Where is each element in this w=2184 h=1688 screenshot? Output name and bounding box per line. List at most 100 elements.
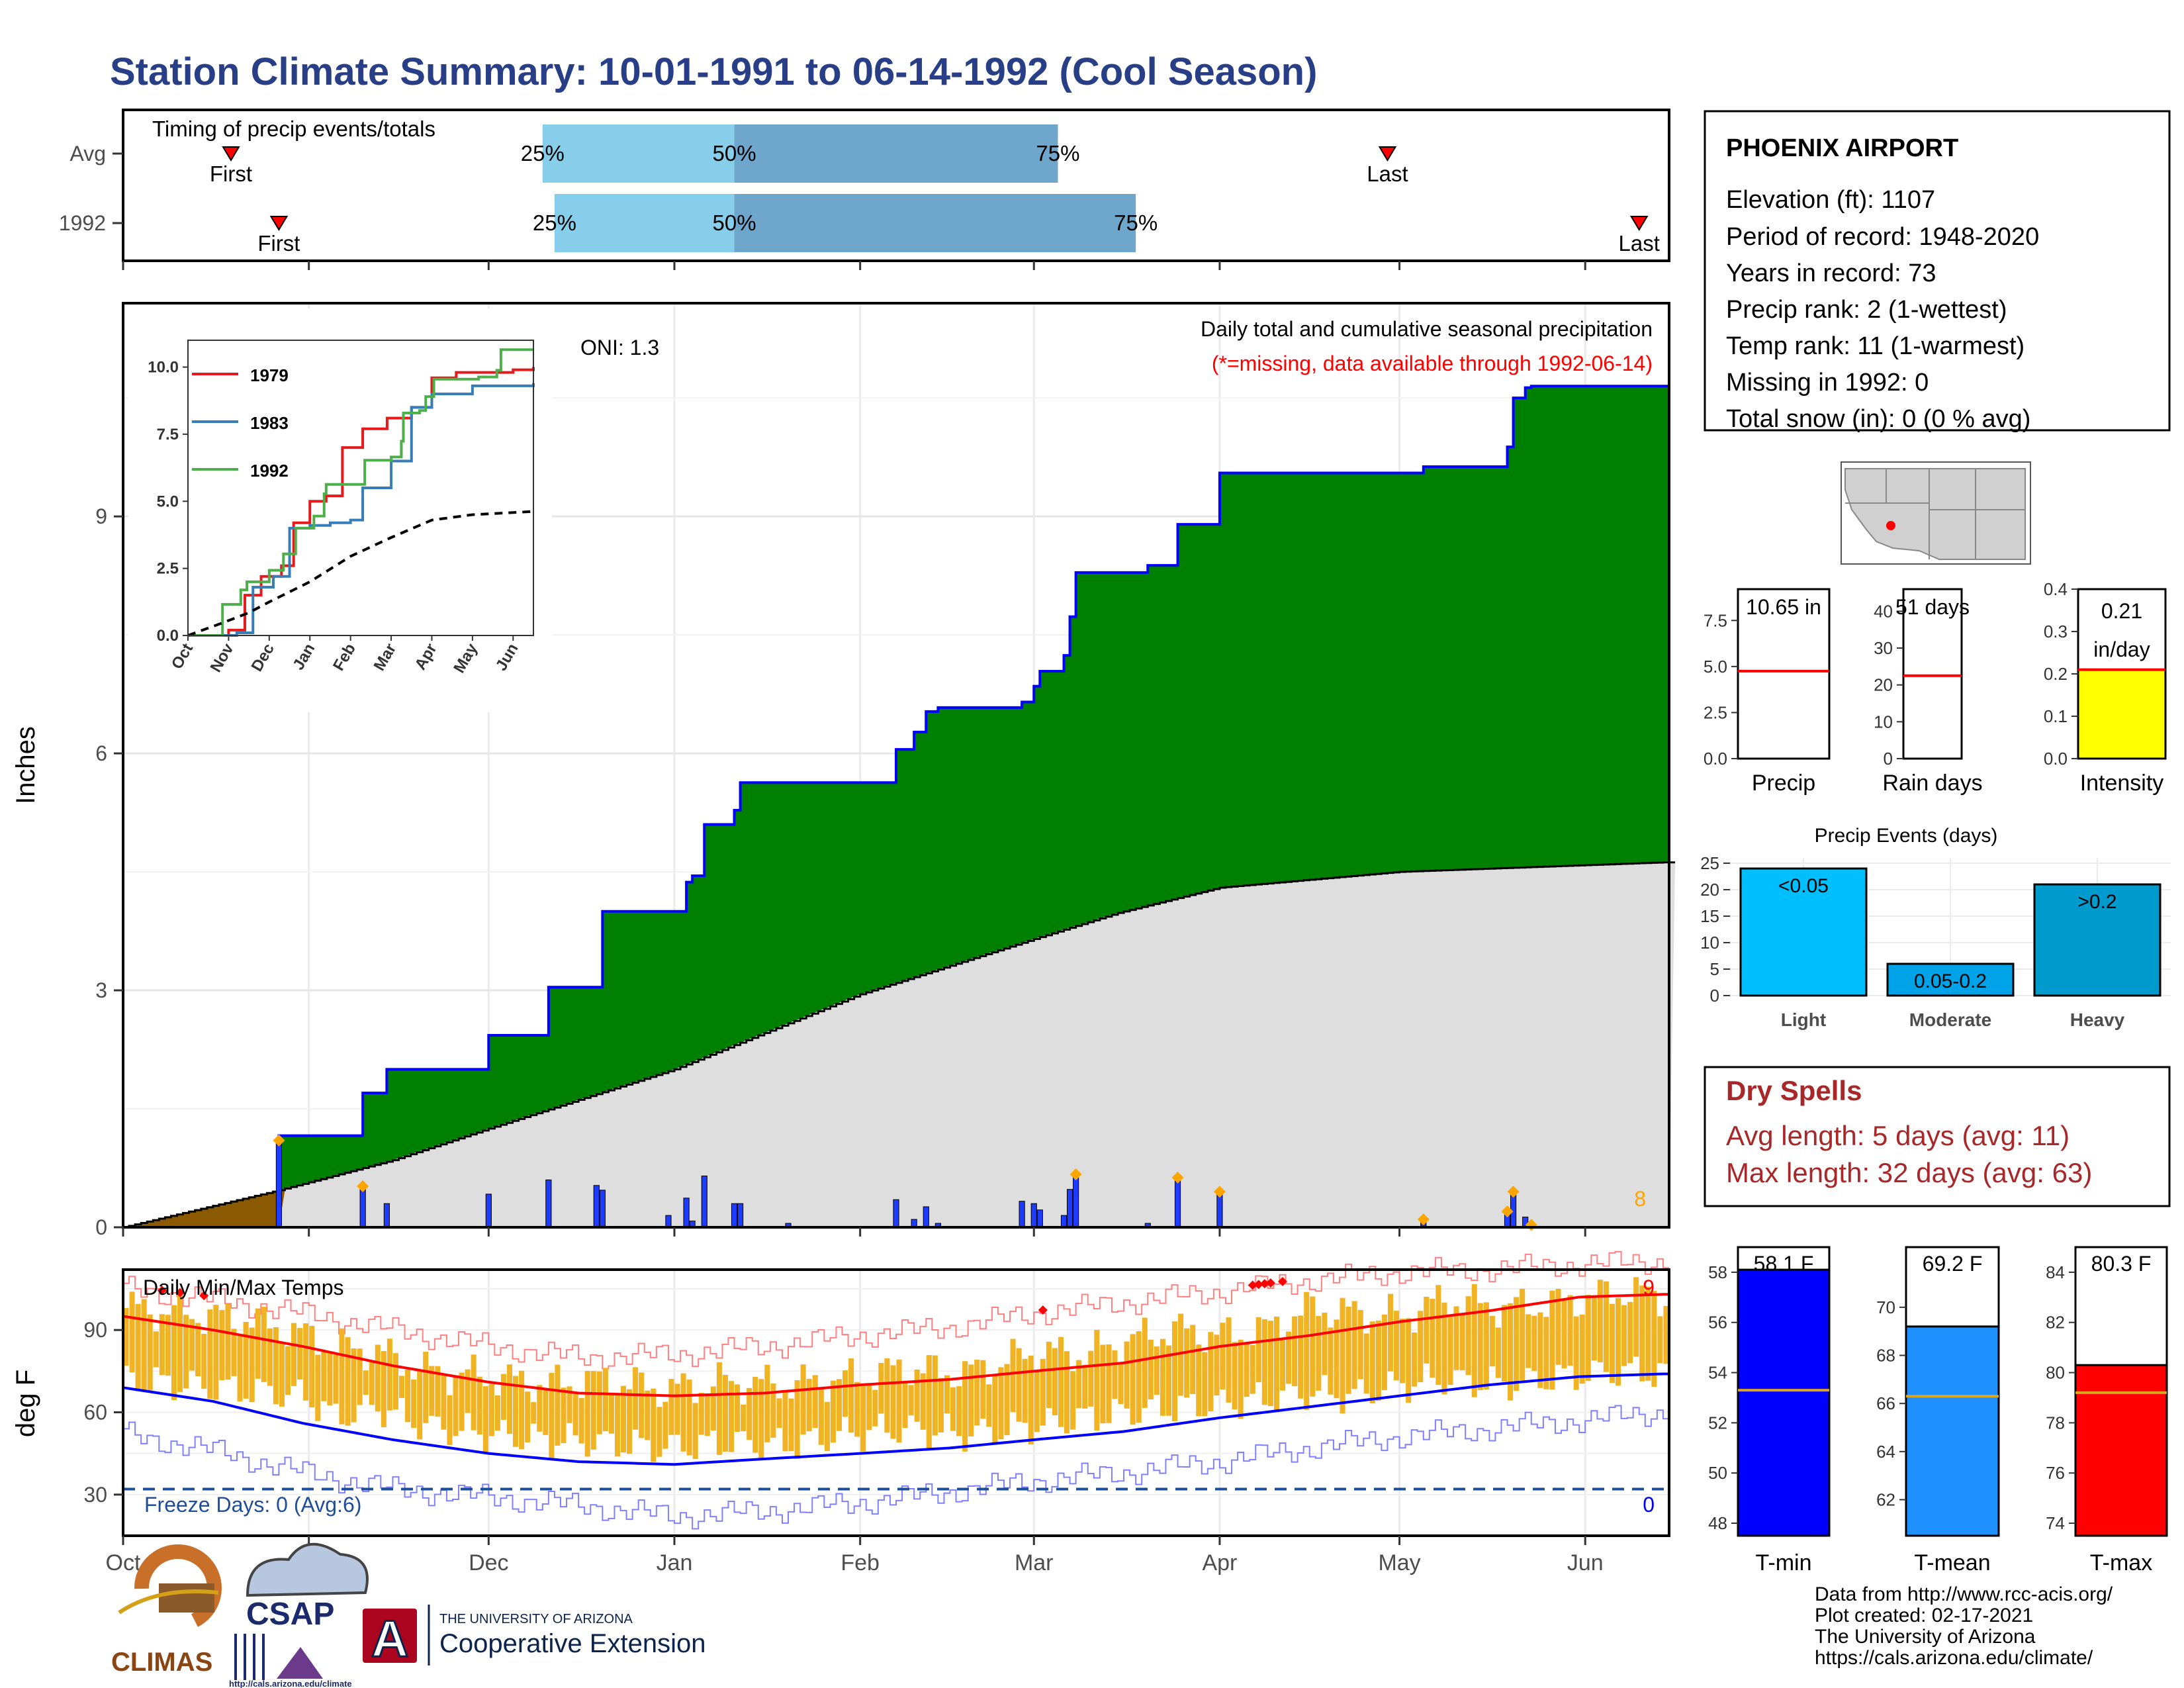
- daily-temp-bar: [1633, 1277, 1639, 1357]
- observed-precip-area: [279, 386, 1669, 1190]
- daily-temp-bar: [1459, 1313, 1465, 1370]
- precip-count-label: 8: [1634, 1187, 1646, 1211]
- daily-temp-bar: [1226, 1317, 1232, 1403]
- footer-line: The University of Arizona: [1815, 1626, 2036, 1648]
- temp-summary-y-tick-label: 56: [1708, 1313, 1727, 1333]
- daily-temp-bar: [1345, 1306, 1351, 1394]
- daily-temp-bar: [710, 1386, 716, 1431]
- daily-temp-bar: [968, 1364, 974, 1436]
- daily-temp-bar: [189, 1319, 195, 1371]
- daily-temp-bar: [860, 1383, 866, 1452]
- inset-y-tick-label: 0.0: [157, 627, 179, 645]
- daily-temp-bar: [231, 1329, 237, 1376]
- timing-title: Timing of precip events/totals: [152, 117, 435, 141]
- temp-summary-y-tick-label: 84: [2046, 1262, 2065, 1282]
- daily-temp-bar: [1106, 1344, 1112, 1423]
- daily-temp-bar: [1250, 1344, 1255, 1394]
- rain-days-y-tick-label: 30: [1874, 638, 1893, 658]
- daily-temp-bar: [1555, 1288, 1561, 1365]
- record-high-marker: [1248, 1280, 1257, 1290]
- daily-precip-bar: [1174, 1177, 1181, 1228]
- daily-temp-bar: [686, 1380, 692, 1456]
- timing-marker: [269, 216, 289, 231]
- dry-spells-box: Dry Spells Avg length: 5 days (avg: 11) …: [1704, 1066, 2171, 1207]
- daily-temp-bar: [770, 1383, 776, 1438]
- daily-temp-bar: [494, 1395, 500, 1431]
- events-bar-light: [1739, 867, 1868, 997]
- footer-line: Data from http://www.rcc-acis.org/: [1815, 1583, 2113, 1605]
- temp-x-tick-label: Dec: [469, 1550, 508, 1575]
- daily-temp-bar: [1171, 1321, 1178, 1421]
- station-line: Missing in 1992: 0: [1726, 369, 1929, 397]
- daily-temp-bar: [1165, 1345, 1171, 1416]
- precip-total-y-tick-label: 7.5: [1704, 610, 1727, 630]
- record-high-marker: [175, 1288, 185, 1297]
- timing-p50-label: 50%: [713, 211, 756, 235]
- precip-total-y-tick-label: 2.5: [1704, 702, 1727, 722]
- normal-min-line: [122, 1372, 1669, 1466]
- daily-temp-bar: [848, 1358, 854, 1433]
- daily-temp-bar: [1406, 1318, 1412, 1403]
- timing-row-1992-label: 1992: [59, 211, 106, 235]
- daily-temp-bar: [639, 1372, 645, 1438]
- daily-temp-bar: [980, 1360, 986, 1419]
- record-high-marker: [1278, 1276, 1287, 1286]
- record-high-marker: [1265, 1278, 1275, 1288]
- events-category-label: Heavy: [2070, 1009, 2125, 1030]
- precip-panel: 0 3 6 9 Inches ONI: 1.3 Daily total and cum…: [11, 302, 1676, 1239]
- daily-temp-bar: [398, 1376, 405, 1398]
- daily-temp-bar: [165, 1315, 171, 1376]
- timing-p75-label: 75%: [1036, 141, 1079, 165]
- daily-temp-bar: [1340, 1297, 1345, 1414]
- daily-temp-bar: [500, 1374, 506, 1420]
- footer-line: Plot created: 02-17-2021: [1815, 1605, 2033, 1626]
- record-high-marker: [1253, 1280, 1263, 1289]
- daily-temp-bar: [1316, 1316, 1322, 1391]
- daily-temp-bar: [405, 1370, 411, 1423]
- daily-temp-bar: [1094, 1329, 1100, 1430]
- rain-days-y-tick-label: 10: [1874, 712, 1893, 731]
- events-title: Precip Events (days): [1815, 825, 1998, 847]
- temp-bottom-count: 0: [1643, 1493, 1655, 1517]
- daily-temp-bar: [159, 1314, 165, 1376]
- record-max-line: [123, 1250, 1669, 1370]
- precip-total-y-tick-label: 0.0: [1704, 749, 1727, 769]
- daily-temp-bar: [800, 1364, 806, 1435]
- daily-temp-bar: [1100, 1344, 1106, 1424]
- daily-temp-bar: [596, 1371, 602, 1434]
- observed-precip-line: [277, 385, 1669, 1190]
- daily-temp-bar: [1387, 1293, 1394, 1372]
- daily-temp-bar: [1232, 1342, 1238, 1410]
- daily-temp-bar: [1394, 1311, 1400, 1381]
- daily-temp-bar: [1520, 1288, 1525, 1381]
- events-bar-label: >0.2: [2077, 891, 2116, 913]
- temp-summary-bar-t-min: [1737, 1268, 1831, 1537]
- intensity-category-label: Intensity: [2080, 771, 2164, 796]
- daily-temp-bar: [519, 1370, 525, 1450]
- daily-temp-bar: [555, 1364, 561, 1446]
- temp-y-tick-label: 60: [83, 1401, 107, 1425]
- temp-summary-y-tick-label: 48: [1708, 1513, 1727, 1533]
- daily-precip-bar: [485, 1194, 492, 1228]
- daily-temp-bar: [537, 1385, 543, 1432]
- inset-legend: 1979 1983 1992: [192, 365, 289, 481]
- rain-days-y-tick-label: 0: [1884, 749, 1893, 769]
- timing-marker: [222, 146, 240, 162]
- daily-temp-bar: [255, 1308, 261, 1379]
- daily-temp-bar: [716, 1362, 722, 1455]
- inset-y-tick-label: 2.5: [157, 560, 179, 578]
- events-y-tick-label: 0: [1710, 986, 1719, 1006]
- normal-precip-line: [123, 861, 1676, 1229]
- footer: Data from http://www.rcc-acis.org/ Plot …: [1815, 1583, 2113, 1669]
- daily-temp-bar: [1363, 1333, 1369, 1394]
- daily-temp-bar: [171, 1305, 177, 1400]
- daily-temp-bar: [1489, 1315, 1495, 1367]
- daily-temp-bar: [1267, 1321, 1273, 1407]
- daily-temp-bar: [357, 1348, 363, 1405]
- daily-temp-bar: [1220, 1323, 1226, 1390]
- events-bar-moderate: [1886, 962, 2015, 997]
- events-bar-label: <0.05: [1778, 875, 1829, 897]
- daily-temp-bar: [812, 1375, 818, 1429]
